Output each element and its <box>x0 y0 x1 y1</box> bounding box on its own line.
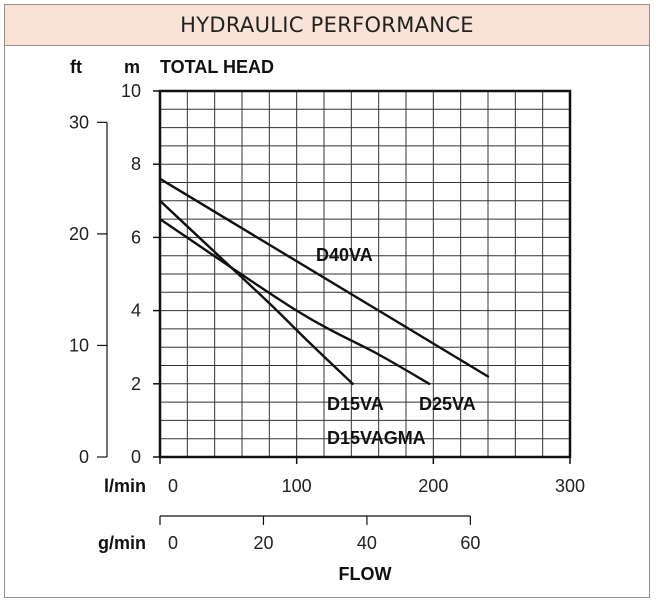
label-d15va: D15VA <box>327 394 384 414</box>
y-tick-label-ft: 30 <box>69 112 89 132</box>
y-ticks-m: 0 2 4 6 8 10 <box>121 81 160 467</box>
chart-header: HYDRAULIC PERFORMANCE <box>5 5 649 46</box>
curve-d15va <box>158 199 354 385</box>
x-unit-gpm-label: g/min <box>98 533 146 553</box>
x-tick-label-gpm: 40 <box>357 533 377 553</box>
curve-d25va <box>158 217 431 385</box>
y-tick-label-ft: 20 <box>69 224 89 244</box>
y-tick-label-ft: 0 <box>79 447 89 467</box>
y-tick-label-m: 4 <box>131 301 141 321</box>
x-tick-label-lpm: 0 <box>168 476 178 496</box>
y-tick-label-m: 2 <box>131 374 141 394</box>
x-unit-lpm-label: l/min <box>104 476 146 496</box>
x-tick-label-gpm: 20 <box>253 533 273 553</box>
y-tick-label-m: 10 <box>121 81 141 101</box>
x-tick-label-gpm: 60 <box>460 533 480 553</box>
chart-title: HYDRAULIC PERFORMANCE <box>180 13 474 37</box>
grid <box>160 91 570 457</box>
x-ticks-gpm: 0 20 40 60 <box>159 515 480 553</box>
plot-border <box>158 89 572 459</box>
chart-frame: HYDRAULIC PERFORMANCE <box>4 4 650 598</box>
y-ticks-ft: 0 10 20 30 <box>69 112 108 467</box>
x-tick-label-gpm: 0 <box>168 533 178 553</box>
curve-d40va <box>158 177 490 378</box>
y-unit-m-label: m <box>124 57 140 77</box>
pump-curves <box>158 177 490 385</box>
y-tick-label-m: 0 <box>131 447 141 467</box>
label-d40va: D40VA <box>316 245 373 265</box>
y-tick-label-m: 8 <box>131 154 141 174</box>
y-tick-label-m: 6 <box>131 227 141 247</box>
y-axis-title: TOTAL HEAD <box>160 57 274 77</box>
x-axis-title: FLOW <box>339 564 392 584</box>
y-tick-label-ft: 10 <box>69 335 89 355</box>
x-tick-label-lpm: 100 <box>282 476 312 496</box>
y-unit-ft-label: ft <box>70 57 82 77</box>
label-d25va: D25VA <box>419 394 476 414</box>
x-ticks-lpm: 0 100 200 300 <box>159 457 585 496</box>
label-d15vagma: D15VAGMA <box>327 428 426 448</box>
x-tick-label-lpm: 300 <box>555 476 585 496</box>
x-tick-label-lpm: 200 <box>418 476 448 496</box>
